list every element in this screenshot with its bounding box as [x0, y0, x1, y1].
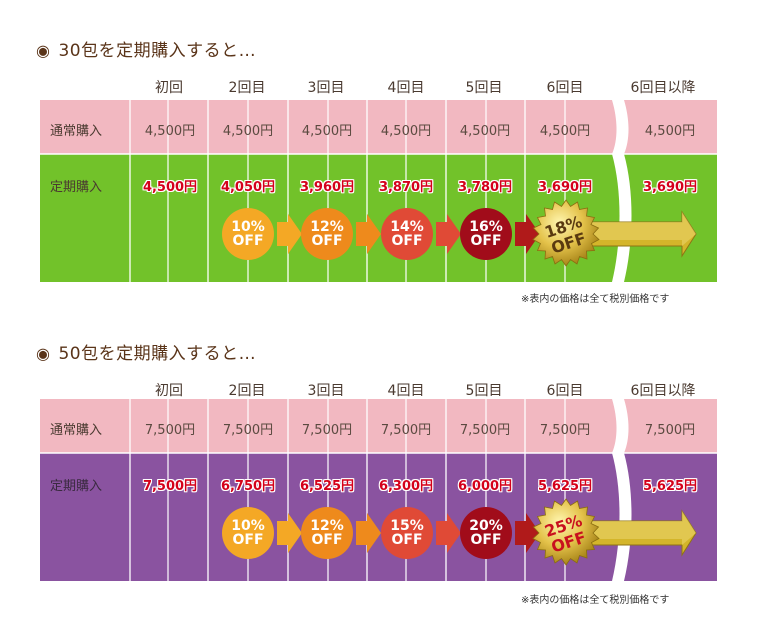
normal-price: 7,500円 [222, 423, 274, 438]
section-title: ◉ 50包を定期購入すると… [36, 339, 257, 364]
header-cell: 5回目 [465, 383, 503, 399]
discount-badge: 10% OFF [222, 507, 274, 559]
header-cell: 6回目 [546, 80, 584, 96]
section-title-text: 30包を定期購入すると… [58, 41, 257, 61]
section-title-text: 50包を定期購入すると… [58, 344, 257, 364]
teiki-price: 6,525円 [299, 479, 355, 494]
teiki-row-label: 定期購入 [50, 479, 103, 494]
discount-badge: 12% OFF [301, 507, 353, 559]
discount-badge: 16% OFF [460, 208, 512, 260]
normal-price: 4,500円 [459, 124, 511, 139]
normal-price: 7,500円 [644, 423, 696, 438]
normal-price: 4,500円 [644, 124, 696, 139]
teiki-price: 3,690円 [537, 180, 593, 195]
teiki-price: 3,960円 [299, 180, 355, 195]
final-discount-seal: 25% OFF [529, 497, 603, 571]
header-cell: 2回目 [228, 383, 266, 399]
normal-row-label: 通常購入 [50, 423, 103, 438]
normal-price: 4,500円 [222, 124, 274, 139]
price-table: 通常購入 定期購入 4,500円 4,500円 4,500円 4,500円 4,… [40, 100, 717, 282]
teiki-price: 3,870円 [378, 180, 434, 195]
tax-note: ※表内の価格は全て税別価格です [521, 595, 670, 606]
teiki-price: 5,625円 [642, 479, 698, 494]
discount-badge: 10% OFF [222, 208, 274, 260]
normal-price: 4,500円 [380, 124, 432, 139]
discount-badge: 15% OFF [381, 507, 433, 559]
normal-price: 7,500円 [459, 423, 511, 438]
teiki-price: 4,050円 [220, 180, 276, 195]
header-cell: 初回 [155, 80, 183, 96]
teiki-price: 6,300円 [378, 479, 434, 494]
gold-seal-icon [532, 199, 600, 267]
pricing-section-50: ◉ 50包を定期購入すると… 初回 2回目 3回目 4回目 5回目 6回目 6回目… [0, 339, 760, 629]
discount-badge: 20% OFF [460, 507, 512, 559]
header-cell: 4回目 [387, 383, 425, 399]
header-cell: 3回目 [307, 80, 345, 96]
price-table: 通常購入 定期購入 7,500円 7,500円 7,500円 7,500円 7,… [40, 399, 717, 581]
header-cell: 6回目以降 [630, 80, 696, 96]
section-title: ◉ 30包を定期購入すると… [36, 36, 257, 61]
header-cell: 6回目以降 [630, 383, 696, 399]
header-cell: 6回目 [546, 383, 584, 399]
teiki-price: 6,750円 [220, 479, 276, 494]
tax-note: ※表内の価格は全て税別価格です [521, 294, 670, 305]
normal-row-label: 通常購入 [50, 124, 103, 139]
final-discount-seal: 18% OFF [529, 198, 603, 272]
header-cell: 初回 [155, 383, 183, 399]
teiki-price: 7,500円 [142, 479, 198, 494]
teiki-row-label: 定期購入 [50, 180, 103, 195]
header-cell: 3回目 [307, 383, 345, 399]
header-cell: 4回目 [387, 80, 425, 96]
normal-price: 7,500円 [380, 423, 432, 438]
teiki-price: 3,690円 [642, 180, 698, 195]
header-cell: 5回目 [465, 80, 503, 96]
bullet-icon: ◉ [36, 344, 51, 363]
teiki-price: 4,500円 [142, 180, 198, 195]
normal-price: 7,500円 [539, 423, 591, 438]
normal-price: 4,500円 [144, 124, 196, 139]
discount-badge: 12% OFF [301, 208, 353, 260]
header-cell: 2回目 [228, 80, 266, 96]
pricing-section-30: ◉ 30包を定期購入すると… 初回 2回目 3回目 4回目 5回目 6回目 6回目… [0, 36, 760, 326]
normal-price: 7,500円 [144, 423, 196, 438]
gold-seal-icon [532, 498, 600, 566]
bullet-icon: ◉ [36, 41, 51, 60]
normal-price: 4,500円 [539, 124, 591, 139]
teiki-price: 3,780円 [457, 180, 513, 195]
normal-price: 4,500円 [301, 124, 353, 139]
discount-badge: 14% OFF [381, 208, 433, 260]
normal-price: 7,500円 [301, 423, 353, 438]
teiki-price: 5,625円 [537, 479, 593, 494]
teiki-price: 6,000円 [457, 479, 513, 494]
